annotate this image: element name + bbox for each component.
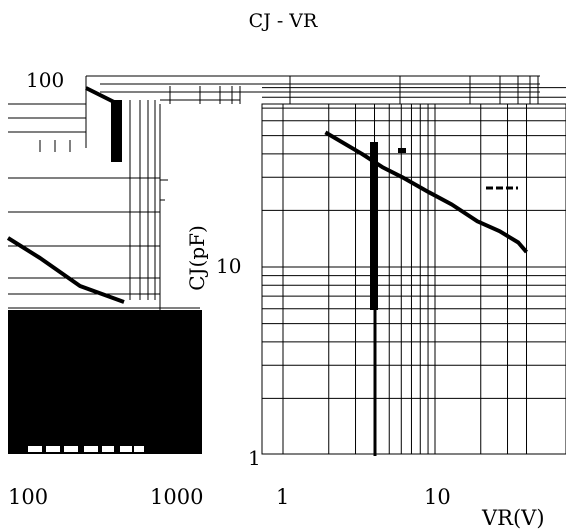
vertical-bar-right xyxy=(370,142,378,310)
x-tick-label: 10 xyxy=(424,485,451,509)
curve-segment-upper xyxy=(85,86,119,106)
x-tick-label: 1000 xyxy=(150,485,203,509)
x-tick-label: 100 xyxy=(8,485,48,509)
plot-area xyxy=(261,87,566,456)
x-tick-label: 1 xyxy=(276,485,289,509)
series-line xyxy=(324,130,529,254)
x-axis-label: VR(V) xyxy=(481,506,545,530)
y-axis-label: CJ(pF) xyxy=(185,225,209,291)
block-ticks xyxy=(28,446,144,452)
marker xyxy=(398,148,406,153)
y-tick-label: 10 xyxy=(216,254,241,278)
grid-right xyxy=(262,87,566,454)
left-grid xyxy=(8,75,540,310)
y-tick-label: 1 xyxy=(248,446,261,470)
chart-title: CJ - VR xyxy=(249,10,318,32)
curve-segment-lower xyxy=(6,236,125,304)
left-panel xyxy=(6,75,540,454)
axis-frame xyxy=(261,103,566,455)
solid-block xyxy=(8,310,202,454)
vertical-bar-left xyxy=(111,100,122,162)
y-tick-label: 100 xyxy=(26,68,64,92)
